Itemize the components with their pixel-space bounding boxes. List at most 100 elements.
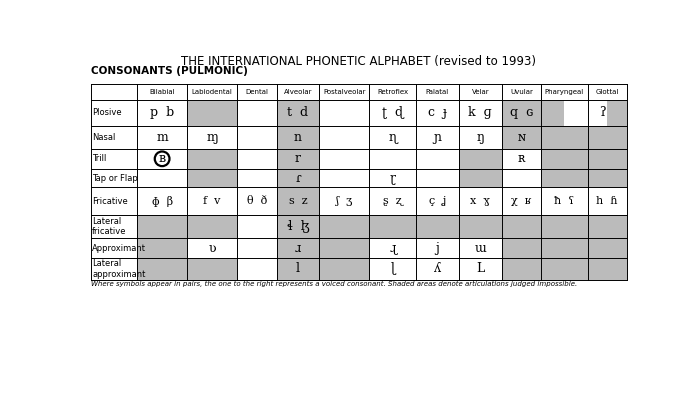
Text: l: l [296, 263, 300, 275]
Text: ɬ  ɮ: ɬ ɮ [287, 220, 309, 233]
Text: h  ɦ: h ɦ [596, 196, 618, 206]
Text: ɭ: ɭ [391, 263, 395, 275]
Text: c  ɟ: c ɟ [428, 106, 447, 119]
Text: ç  ʝ: ç ʝ [428, 196, 446, 206]
Text: ɹ: ɹ [295, 242, 301, 255]
Text: Velar: Velar [472, 89, 489, 95]
Text: Uvular: Uvular [510, 89, 533, 95]
Text: Trill: Trill [92, 154, 106, 163]
Text: f  v: f v [204, 196, 221, 206]
Text: ʔ: ʔ [600, 106, 615, 119]
Bar [276, 169, 319, 187]
Text: k  ɡ: k ɡ [468, 106, 492, 119]
Bar [370, 215, 416, 238]
Text: ʃ  ʒ: ʃ ʒ [336, 196, 353, 206]
Bar [459, 215, 502, 238]
Text: ħ  ʕ: ħ ʕ [554, 196, 575, 206]
Text: ɾ: ɾ [295, 172, 301, 185]
Text: Pharyngeal: Pharyngeal [545, 89, 584, 95]
Bar [276, 215, 319, 238]
Bar [587, 258, 627, 280]
Text: Palatal: Palatal [426, 89, 449, 95]
Bar [276, 126, 319, 149]
Bar [459, 169, 502, 187]
Text: ʂ  ʐ: ʂ ʐ [383, 196, 402, 206]
Bar [137, 258, 187, 280]
Text: Plosive: Plosive [92, 108, 122, 117]
Bar [607, 99, 627, 126]
Bar [319, 215, 370, 238]
Text: Glottal: Glottal [596, 89, 619, 95]
Bar [276, 99, 319, 126]
Bar [541, 149, 587, 169]
Bar [587, 149, 627, 169]
Text: m: m [156, 131, 168, 144]
Text: x  ɣ: x ɣ [470, 196, 490, 206]
Bar [541, 258, 587, 280]
Bar [541, 126, 587, 149]
Text: ɻ: ɻ [389, 242, 396, 255]
Bar [587, 215, 627, 238]
Text: ʙ: ʙ [159, 152, 166, 165]
Bar [187, 215, 237, 238]
Text: ɸ  β: ɸ β [152, 196, 173, 207]
Text: ʀ: ʀ [518, 152, 525, 165]
Bar [276, 187, 319, 215]
Bar [187, 169, 237, 187]
Bar [459, 149, 502, 169]
Text: ʈ  ɖ: ʈ ɖ [382, 106, 403, 119]
Text: THE INTERNATIONAL PHONETIC ALPHABET (revised to 1993): THE INTERNATIONAL PHONETIC ALPHABET (rev… [181, 55, 536, 68]
Text: Bilabial: Bilabial [149, 89, 175, 95]
Text: Tap or Flap: Tap or Flap [92, 174, 138, 183]
Text: r: r [295, 152, 301, 165]
Bar [541, 99, 564, 126]
Bar [502, 99, 541, 126]
Text: Where symbols appear in pairs, the one to the right represents a voiced consonan: Where symbols appear in pairs, the one t… [90, 281, 577, 287]
Text: Nasal: Nasal [92, 133, 116, 142]
Text: ɴ: ɴ [517, 131, 526, 144]
Text: χ  ʁ: χ ʁ [512, 196, 531, 206]
Text: q  ɢ: q ɢ [510, 106, 533, 119]
Text: ŋ: ŋ [476, 131, 484, 144]
Bar [319, 258, 370, 280]
Bar [541, 169, 587, 187]
Bar [502, 126, 541, 149]
Bar [587, 126, 627, 149]
Text: ɯ: ɯ [475, 242, 486, 255]
Text: s  z: s z [288, 196, 307, 206]
Bar [319, 238, 370, 258]
Text: ʎ: ʎ [434, 263, 441, 275]
Text: ɳ: ɳ [389, 131, 397, 144]
Text: L: L [476, 263, 484, 275]
Text: Fricative: Fricative [92, 196, 128, 206]
Bar [502, 238, 541, 258]
Text: ɲ: ɲ [433, 131, 442, 144]
Bar [187, 258, 237, 280]
Text: ɱ: ɱ [206, 131, 218, 144]
Bar [416, 215, 459, 238]
Text: Retroflex: Retroflex [377, 89, 408, 95]
Bar [541, 238, 587, 258]
Text: n: n [294, 131, 302, 144]
Text: Postalveolar: Postalveolar [323, 89, 365, 95]
Bar [502, 258, 541, 280]
Bar [187, 149, 237, 169]
Bar [587, 169, 627, 187]
Bar [276, 149, 319, 169]
Text: CONSONANTS (PULMONIC): CONSONANTS (PULMONIC) [90, 66, 248, 76]
Text: p  b: p b [150, 106, 174, 119]
Bar [137, 215, 187, 238]
Bar [276, 238, 319, 258]
Text: Approximant: Approximant [92, 244, 146, 253]
Bar [502, 215, 541, 238]
Text: Lateral
approximant: Lateral approximant [92, 259, 146, 279]
Text: ɽ: ɽ [390, 172, 395, 185]
Text: Alveolar: Alveolar [284, 89, 312, 95]
Text: θ  ð: θ ð [246, 196, 267, 206]
Bar [276, 258, 319, 280]
Bar [137, 238, 187, 258]
Text: ʋ: ʋ [209, 242, 216, 255]
Text: t  d: t d [288, 106, 309, 119]
Bar [587, 238, 627, 258]
Text: j: j [435, 242, 440, 255]
